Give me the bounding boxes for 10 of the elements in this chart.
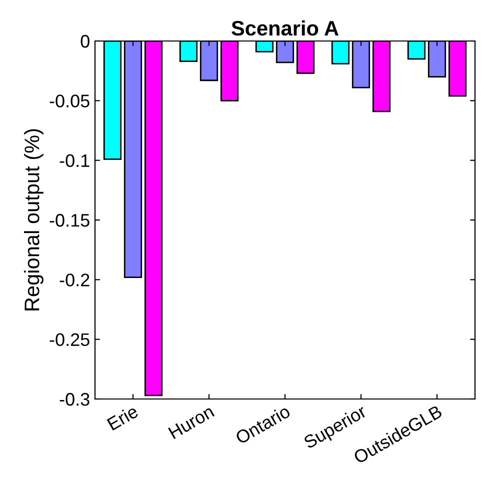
- y-tick-label: -0.2: [60, 274, 90, 286]
- x-tick-label: Erie: [106, 404, 139, 431]
- y-tick-label: 0: [80, 34, 90, 48]
- y-tick-label: -0.25: [50, 333, 90, 346]
- y-tick-label: -0.05: [50, 94, 90, 108]
- y-tick-label: -0.15: [50, 214, 90, 227]
- chart-title: Scenario A: [232, 20, 338, 36]
- y-tick-label: -0.3: [60, 392, 90, 406]
- y-axis-title: Regional output (%): [24, 129, 44, 310]
- y-tick-label: -0.1: [60, 154, 90, 168]
